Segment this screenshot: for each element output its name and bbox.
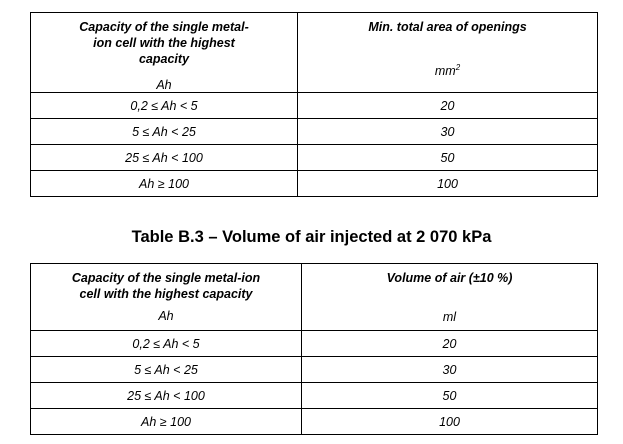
value-cell: 100: [297, 170, 598, 197]
value-cell: 50: [297, 144, 598, 171]
unit-text: mm: [434, 64, 456, 79]
table-row: Ah ≥ 100 100: [30, 170, 598, 197]
value-cell: 30: [297, 118, 598, 145]
value-cell: 100: [301, 408, 598, 435]
capacity-range-cell: 0,2 ≤ Ah < 5: [30, 92, 298, 119]
table-row: 0,2 ≤ Ah < 5 20: [30, 330, 598, 357]
value-cell: 50: [301, 382, 598, 409]
table-header-row: Capacity of the single metal-ion cell wi…: [30, 12, 598, 93]
header-unit: Ah: [156, 78, 172, 92]
air-volume-table: Capacity of the single metal-ion cell wi…: [30, 263, 598, 435]
capacity-range-cell: 0,2 ≤ Ah < 5: [30, 330, 302, 357]
header-unit: ml: [442, 310, 457, 324]
capacity-range-cell: 25 ≤ Ah < 100: [30, 382, 302, 409]
capacity-range-cell: Ah ≥ 100: [30, 408, 302, 435]
value-cell: 30: [301, 356, 598, 383]
header-min-area: Min. total area of openings mm2: [297, 12, 598, 93]
header-title: Capacity of the single metal-ion cell wi…: [71, 271, 261, 301]
capacity-range-cell: 5 ≤ Ah < 25: [30, 356, 302, 383]
table-caption: Table B.3 – Volume of air injected at 2 …: [131, 228, 492, 246]
header-volume: Volume of air (±10 %) ml: [301, 263, 598, 331]
openings-area-table: Capacity of the single metal-ion cell wi…: [30, 12, 598, 197]
header-unit: mm2: [298, 63, 597, 78]
capacity-range-cell: 5 ≤ Ah < 25: [30, 118, 298, 145]
capacity-range-cell: Ah ≥ 100: [30, 170, 298, 197]
table-header-row: Capacity of the single metal-ion cell wi…: [30, 263, 598, 331]
header-title: Capacity of the single metal-ion cell wi…: [79, 20, 249, 66]
header-title: Volume of air (±10 %): [386, 271, 513, 285]
capacity-range-cell: 25 ≤ Ah < 100: [30, 144, 298, 171]
table-row: 0,2 ≤ Ah < 5 20: [30, 92, 598, 119]
table-row: 5 ≤ Ah < 25 30: [30, 118, 598, 145]
header-capacity: Capacity of the single metal-ion cell wi…: [30, 263, 302, 331]
value-cell: 20: [297, 92, 598, 119]
header-capacity: Capacity of the single metal-ion cell wi…: [30, 12, 298, 93]
header-unit: Ah: [158, 309, 174, 323]
value-cell: 20: [301, 330, 598, 357]
table-row: Ah ≥ 100 100: [30, 408, 598, 435]
table-row: 5 ≤ Ah < 25 30: [30, 356, 598, 383]
unit-superscript: 2: [455, 63, 461, 72]
table-row: 25 ≤ Ah < 100 50: [30, 144, 598, 171]
header-title: Min. total area of openings: [368, 20, 527, 34]
table-row: 25 ≤ Ah < 100 50: [30, 382, 598, 409]
